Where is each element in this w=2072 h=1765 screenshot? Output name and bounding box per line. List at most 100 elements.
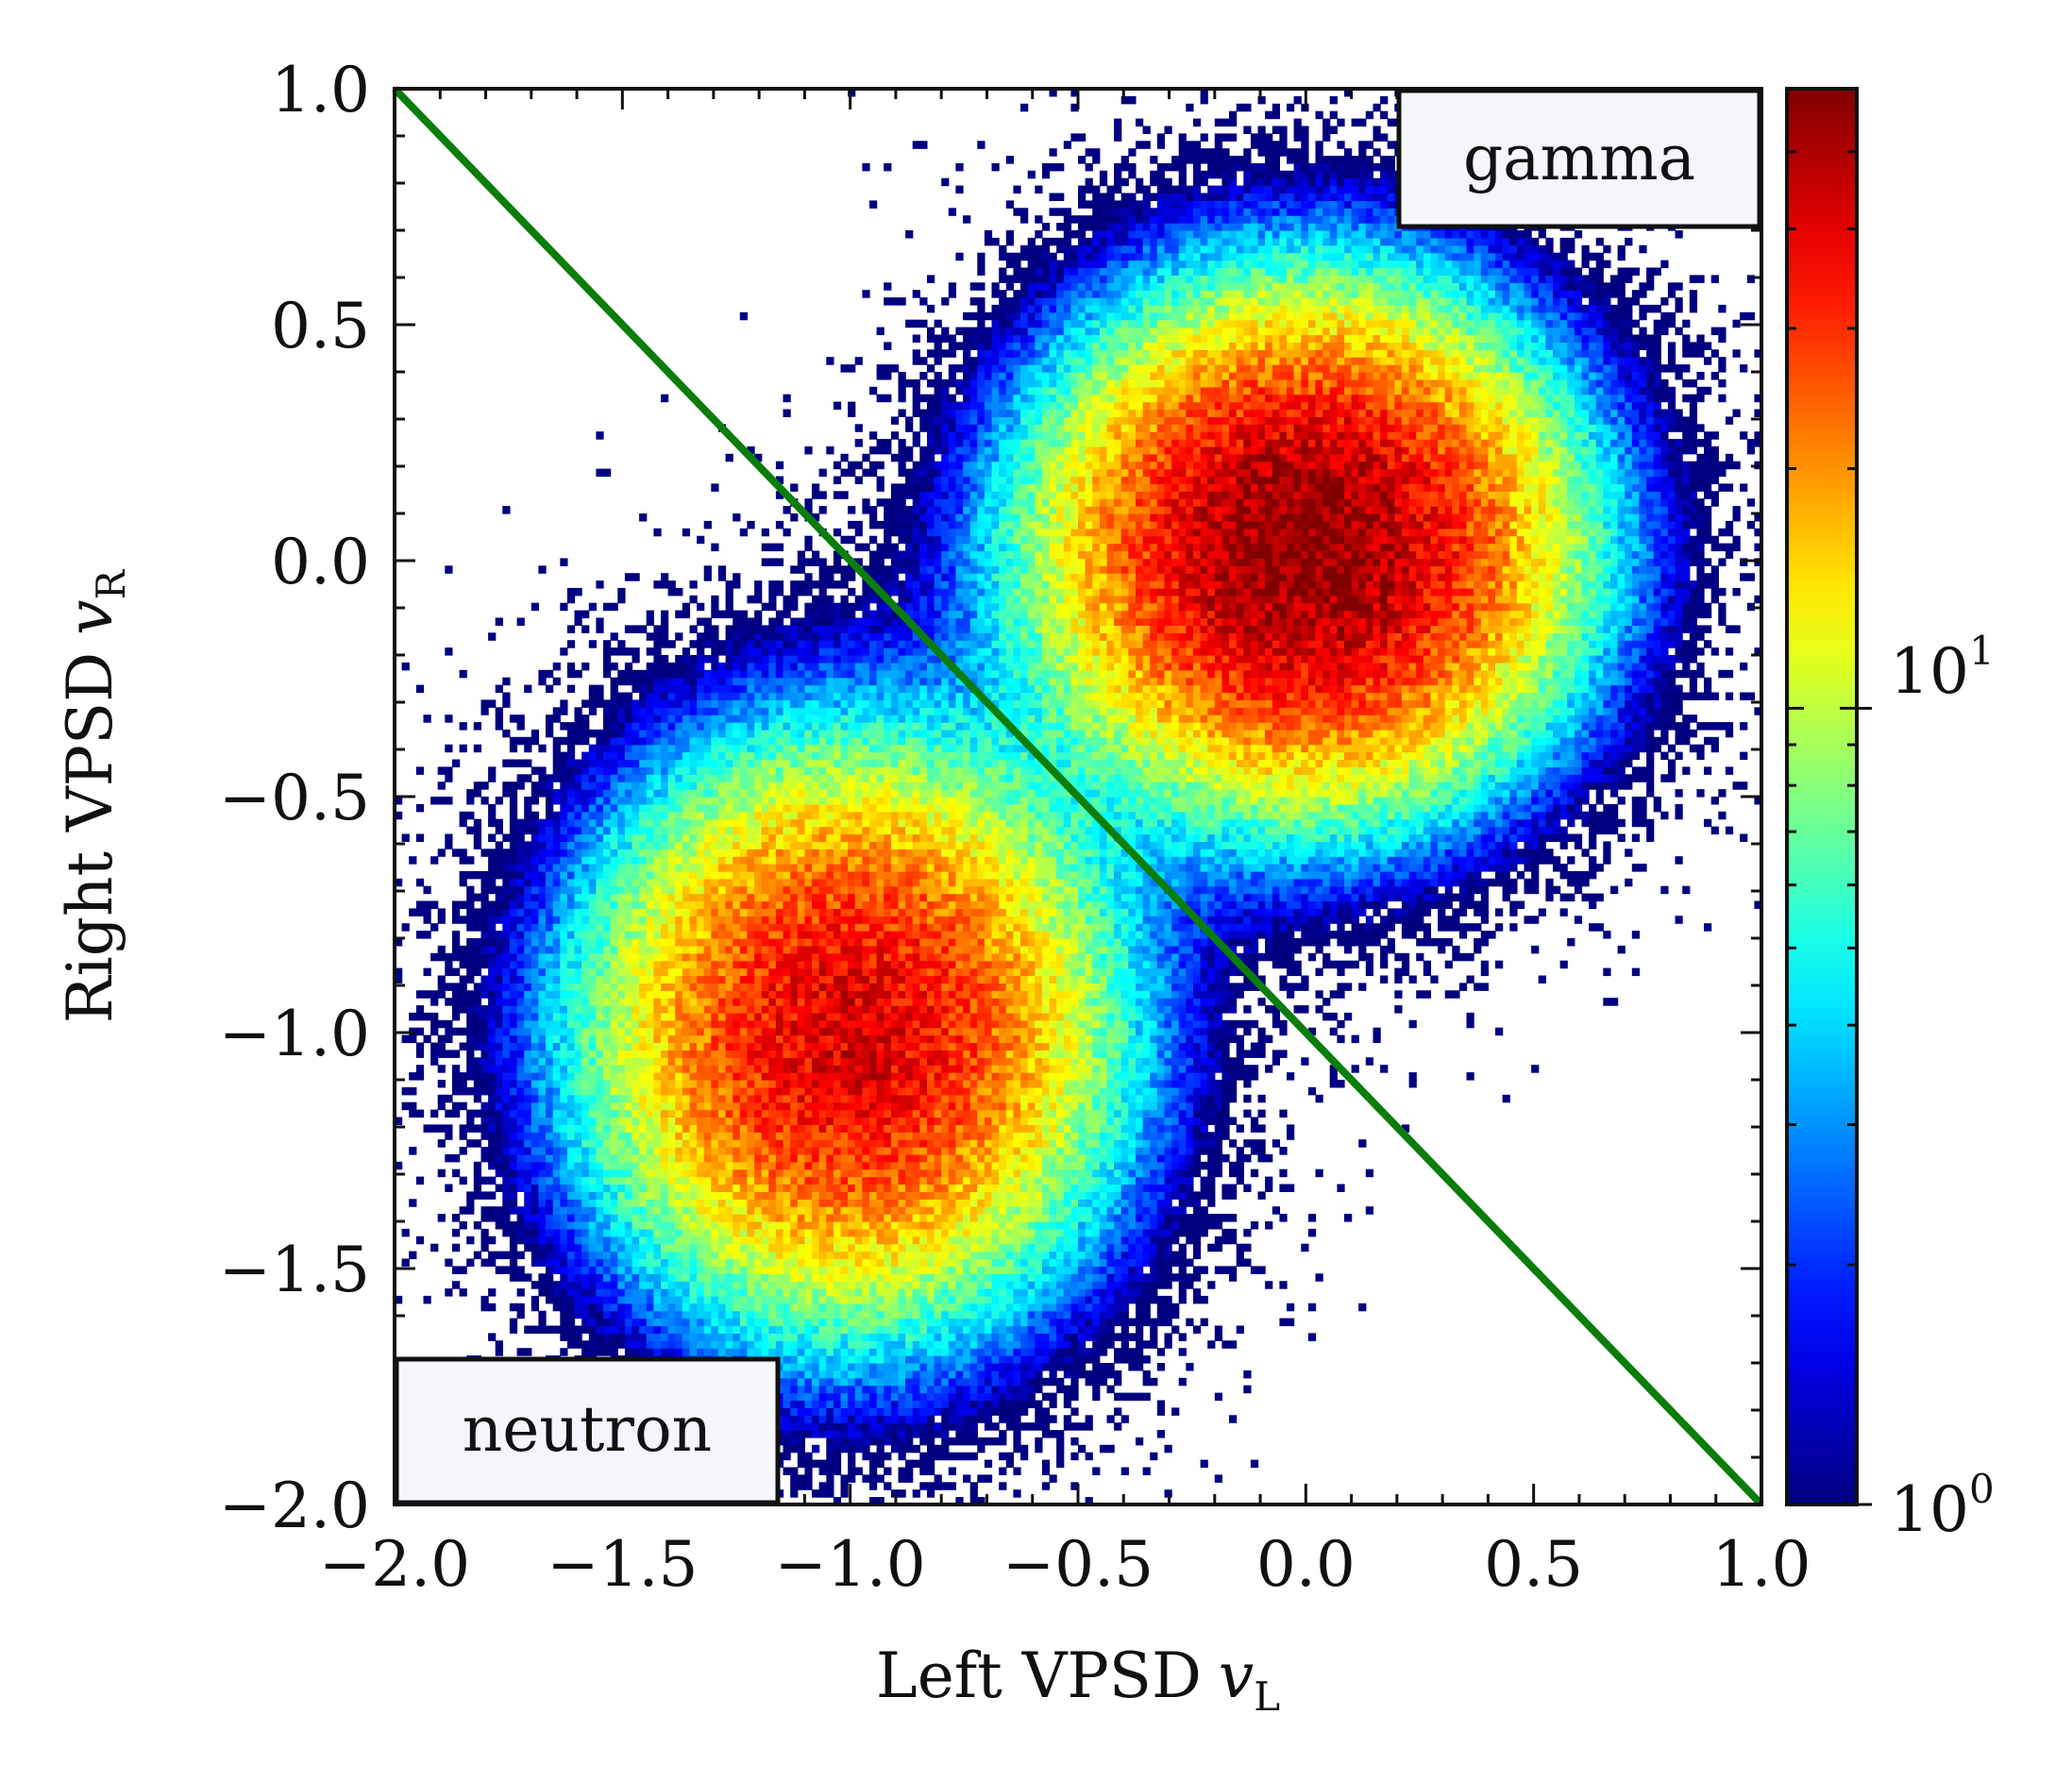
heatmap-cell: [1136, 1348, 1144, 1356]
heatmap-cell: [826, 1348, 834, 1356]
heatmap-cell: [1070, 1340, 1079, 1349]
heatmap-cell: [624, 1258, 633, 1267]
heatmap-cell: [711, 1333, 719, 1341]
heatmap-cell: [697, 1288, 705, 1297]
heatmap-cell: [566, 1080, 576, 1088]
heatmap-cell: [1164, 1094, 1172, 1103]
heatmap-cell: [876, 1266, 884, 1274]
heatmap-cell: [516, 1168, 525, 1178]
heatmap-cell: [546, 1243, 554, 1252]
heatmap-cell: [854, 1236, 863, 1245]
heatmap-cell: [905, 1392, 914, 1402]
heatmap-cell: [1027, 1147, 1036, 1155]
heatmap-cell: [502, 1086, 511, 1096]
heatmap-cell: [812, 1355, 820, 1364]
heatmap-cell: [596, 1094, 604, 1103]
heatmap-cell: [999, 1086, 1007, 1096]
heatmap-cell: [969, 1184, 978, 1192]
heatmap-cell: [934, 1430, 942, 1438]
heatmap-cell: [833, 1385, 842, 1394]
heatmap-cell: [588, 1191, 598, 1200]
heatmap-cell: [775, 1295, 784, 1304]
heatmap-cell: [1164, 1065, 1172, 1073]
heatmap-cell: [1013, 1415, 1021, 1423]
heatmap-cell: [948, 1161, 957, 1170]
heatmap-cell: [1092, 1199, 1101, 1207]
heatmap-cell: [790, 1363, 799, 1371]
heatmap-cell: [912, 1094, 920, 1103]
heatmap-cell: [1020, 1377, 1029, 1387]
heatmap-cell: [1041, 1415, 1051, 1423]
heatmap-cell: [1192, 1266, 1202, 1274]
heatmap-cell: [1250, 1065, 1259, 1073]
heatmap-cell: [632, 1168, 640, 1178]
heatmap-cell: [977, 1168, 985, 1178]
heatmap-cell: [1114, 1310, 1122, 1320]
heatmap-cell: [452, 1080, 461, 1088]
heatmap-cell: [661, 1206, 669, 1215]
heatmap-cell: [783, 1363, 791, 1371]
heatmap-cell: [977, 1377, 985, 1387]
heatmap-cell: [524, 1243, 532, 1252]
heatmap-cell: [1287, 1184, 1295, 1192]
heatmap-cell: [927, 1080, 935, 1088]
heatmap-cell: [717, 1072, 727, 1081]
heatmap-cell: [1142, 1258, 1151, 1267]
heatmap-cell: [1027, 1348, 1036, 1356]
heatmap-cell: [1142, 1139, 1151, 1148]
heatmap-cell: [1020, 1065, 1029, 1073]
heatmap-cell: [667, 1065, 676, 1073]
heatmap-cell: [1178, 1117, 1187, 1125]
heatmap-cell: [898, 1199, 906, 1207]
heatmap-cell: [1192, 1214, 1202, 1222]
heatmap-cell: [409, 1199, 417, 1207]
heatmap-cell: [610, 1258, 618, 1267]
heatmap-cell: [717, 1206, 727, 1215]
heatmap-cell: [711, 1266, 719, 1274]
heatmap-cell: [941, 1086, 950, 1096]
heatmap-cell: [717, 1214, 727, 1222]
heatmap-cell: [984, 1310, 993, 1320]
heatmap-cell: [1070, 1168, 1079, 1178]
heatmap-cell: [546, 1147, 554, 1155]
heatmap-cell: [445, 1258, 453, 1267]
heatmap-cell: [884, 1348, 892, 1356]
heatmap-cell: [1156, 1109, 1166, 1118]
heatmap-cell: [1236, 1243, 1244, 1252]
heatmap-cell: [588, 1086, 598, 1096]
heatmap-cell: [948, 1355, 957, 1364]
heatmap-cell: [617, 1333, 626, 1341]
heatmap-cell: [775, 1139, 784, 1148]
heatmap-cell: [711, 1101, 719, 1111]
heatmap-cell: [999, 1117, 1007, 1125]
heatmap-cell: [473, 1057, 482, 1066]
heatmap-cell: [596, 1333, 604, 1341]
heatmap-cell: [1207, 1109, 1216, 1118]
heatmap-cell: [984, 1101, 993, 1111]
heatmap-cell: [999, 1430, 1007, 1438]
heatmap-cell: [675, 1221, 683, 1230]
heatmap-cell: [1192, 1072, 1202, 1081]
heatmap-cell: [884, 1139, 892, 1148]
heatmap-cell: [1027, 1288, 1036, 1297]
heatmap-cell: [653, 1295, 662, 1304]
heatmap-cell: [596, 1101, 604, 1111]
heatmap-cell: [890, 1214, 900, 1222]
heatmap-cell: [1049, 1117, 1057, 1125]
heatmap-cell: [934, 1191, 942, 1200]
heatmap-cell: [1035, 1199, 1043, 1207]
heatmap-cell: [1171, 1161, 1180, 1170]
heatmap-cell: [905, 1348, 914, 1356]
heatmap-cell: [840, 1072, 849, 1081]
heatmap-cell: [991, 1325, 1000, 1334]
heatmap-cell: [941, 1415, 950, 1423]
heatmap-cell: [1257, 1191, 1266, 1200]
heatmap-cell: [991, 1370, 1000, 1379]
heatmap-cell: [581, 1310, 590, 1320]
heatmap-cell: [1106, 1415, 1115, 1423]
heatmap-cell: [912, 1370, 920, 1379]
heatmap-cell: [927, 1444, 935, 1454]
heatmap-cell: [768, 1153, 777, 1163]
heatmap-cell: [1120, 1325, 1129, 1334]
heatmap-cell: [812, 1392, 820, 1402]
